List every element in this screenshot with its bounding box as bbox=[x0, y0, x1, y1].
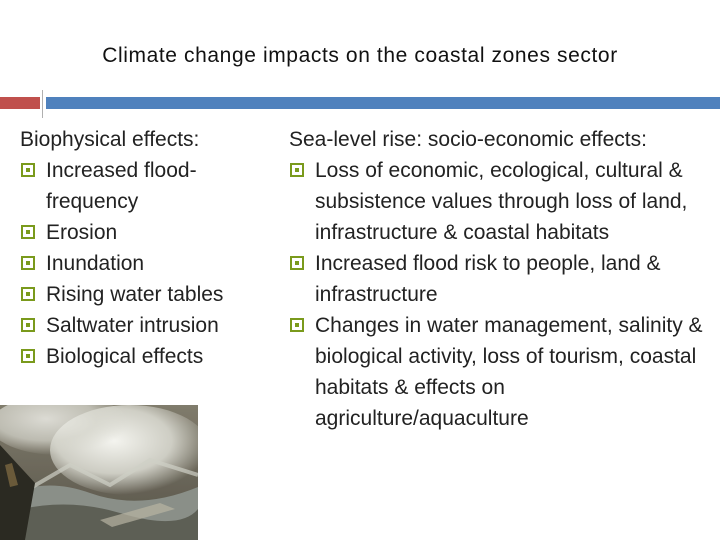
list-item: Rising water tables bbox=[20, 279, 280, 310]
right-heading: Sea-level rise: socio-economic effects: bbox=[289, 128, 647, 151]
accent-bar-right bbox=[46, 97, 720, 109]
list-item-text: Erosion bbox=[46, 221, 118, 244]
list-item-text: Changes in water management, salinity & … bbox=[315, 314, 703, 430]
list-item: Erosion bbox=[20, 217, 280, 248]
list-item: Biological effects bbox=[20, 341, 280, 372]
list-item-text: Increased flood-frequency bbox=[46, 159, 197, 213]
list-item-text: Loss of economic, ecological, cultural &… bbox=[315, 159, 688, 244]
bullet-icon bbox=[21, 225, 35, 239]
bullet-icon bbox=[290, 256, 304, 270]
bullet-icon bbox=[21, 163, 35, 177]
list-item-text: Increased flood risk to people, land & i… bbox=[315, 252, 661, 306]
bullet-icon bbox=[21, 349, 35, 363]
bullet-icon bbox=[21, 287, 35, 301]
biophysical-effects-column: Biophysical effects: Increased flood-fre… bbox=[20, 124, 280, 372]
bullet-icon bbox=[21, 256, 35, 270]
list-item: Inundation bbox=[20, 248, 280, 279]
biophysical-effects-list: Increased flood-frequency Erosion Inunda… bbox=[20, 155, 280, 372]
accent-bar-left bbox=[0, 97, 40, 109]
list-item: Loss of economic, ecological, cultural &… bbox=[289, 155, 719, 248]
list-item: Saltwater intrusion bbox=[20, 310, 280, 341]
slide-title: Climate change impacts on the coastal zo… bbox=[102, 44, 618, 67]
socio-economic-effects-list: Loss of economic, ecological, cultural &… bbox=[289, 155, 719, 434]
storm-waves-icon bbox=[0, 405, 198, 540]
list-item-text: Inundation bbox=[46, 252, 145, 275]
socio-economic-effects-column: Sea-level rise: socio-economic effects: … bbox=[289, 124, 719, 434]
list-item: Increased flood risk to people, land & i… bbox=[289, 248, 719, 310]
header-divider bbox=[42, 90, 43, 118]
left-heading: Biophysical effects: bbox=[20, 128, 200, 151]
list-item-text: Saltwater intrusion bbox=[46, 314, 219, 337]
list-item: Changes in water management, salinity & … bbox=[289, 310, 719, 434]
list-item-text: Rising water tables bbox=[46, 283, 224, 306]
list-item: Increased flood-frequency bbox=[20, 155, 280, 217]
bullet-icon bbox=[290, 318, 304, 332]
bullet-icon bbox=[290, 163, 304, 177]
list-item-text: Biological effects bbox=[46, 345, 204, 368]
bullet-icon bbox=[21, 318, 35, 332]
coastal-storm-photo bbox=[0, 405, 198, 540]
